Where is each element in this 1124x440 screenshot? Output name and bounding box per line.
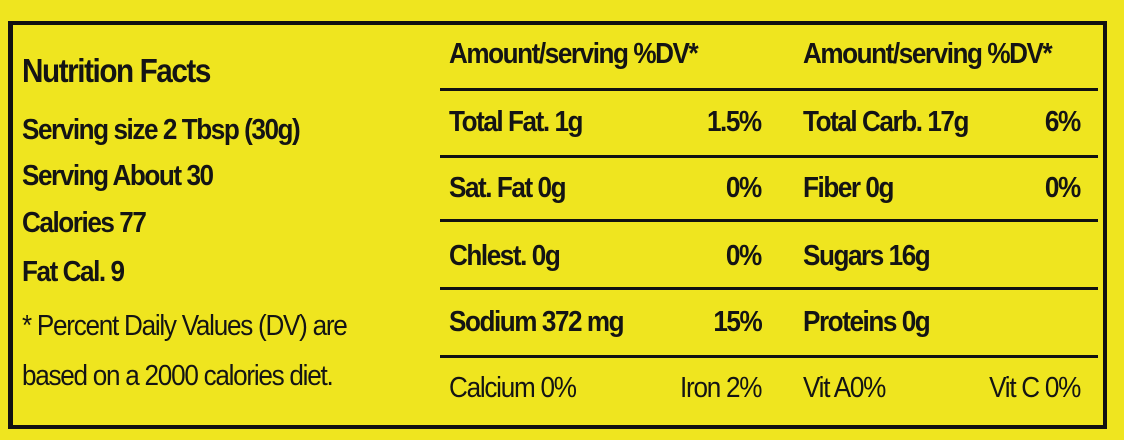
row-divider — [440, 219, 1098, 222]
nutrient-dv: 0% — [726, 240, 762, 272]
servings-per-container: Serving About 30 — [22, 160, 214, 192]
nutrient-dv: 0% — [1045, 172, 1081, 204]
footnote-line-2: based on a 2000 calories diet. — [22, 360, 334, 392]
header-col1: Amount/serving %DV* — [449, 38, 699, 70]
nutrient-dv: 6% — [1045, 106, 1081, 138]
nutrient-dv: 15% — [713, 306, 762, 338]
row-divider — [440, 355, 1098, 358]
header-col2: Amount/serving %DV* — [803, 38, 1053, 70]
vitamin-c: Vit C 0% — [989, 372, 1081, 404]
nutrition-label-border — [8, 21, 1107, 429]
vitamin-a: Vit A0% — [803, 372, 886, 404]
row-divider — [440, 88, 1098, 91]
nutrient-name: Fiber 0g — [803, 172, 894, 204]
nutrient-dv: 0% — [726, 172, 762, 204]
nutrient-dv: 1.5% — [707, 106, 762, 138]
nutrient-name: Sodium 372 mg — [449, 306, 625, 338]
nutrient-name: Total Carb. 17g — [803, 106, 969, 138]
nutrient-name: Sat. Fat 0g — [449, 172, 567, 204]
nutrient-name: Total Fat. 1g — [449, 106, 583, 138]
footnote-line-1: * Percent Daily Values (DV) are — [22, 310, 348, 342]
iron: Iron 2% — [679, 372, 762, 404]
label-title: Nutrition Facts — [22, 52, 211, 89]
calcium: Calcium 0% — [449, 372, 577, 404]
fat-calories: Fat Cal. 9 — [22, 256, 125, 288]
row-divider — [440, 287, 1098, 290]
nutrient-name: Sugars 16g — [803, 240, 931, 272]
calories: Calories 77 — [22, 207, 147, 239]
nutrient-name: Chlest. 0g — [449, 240, 561, 272]
row-divider — [440, 155, 1098, 158]
serving-size: Serving size 2 Tbsp (30g) — [22, 114, 301, 146]
nutrient-name: Proteins 0g — [803, 306, 931, 338]
